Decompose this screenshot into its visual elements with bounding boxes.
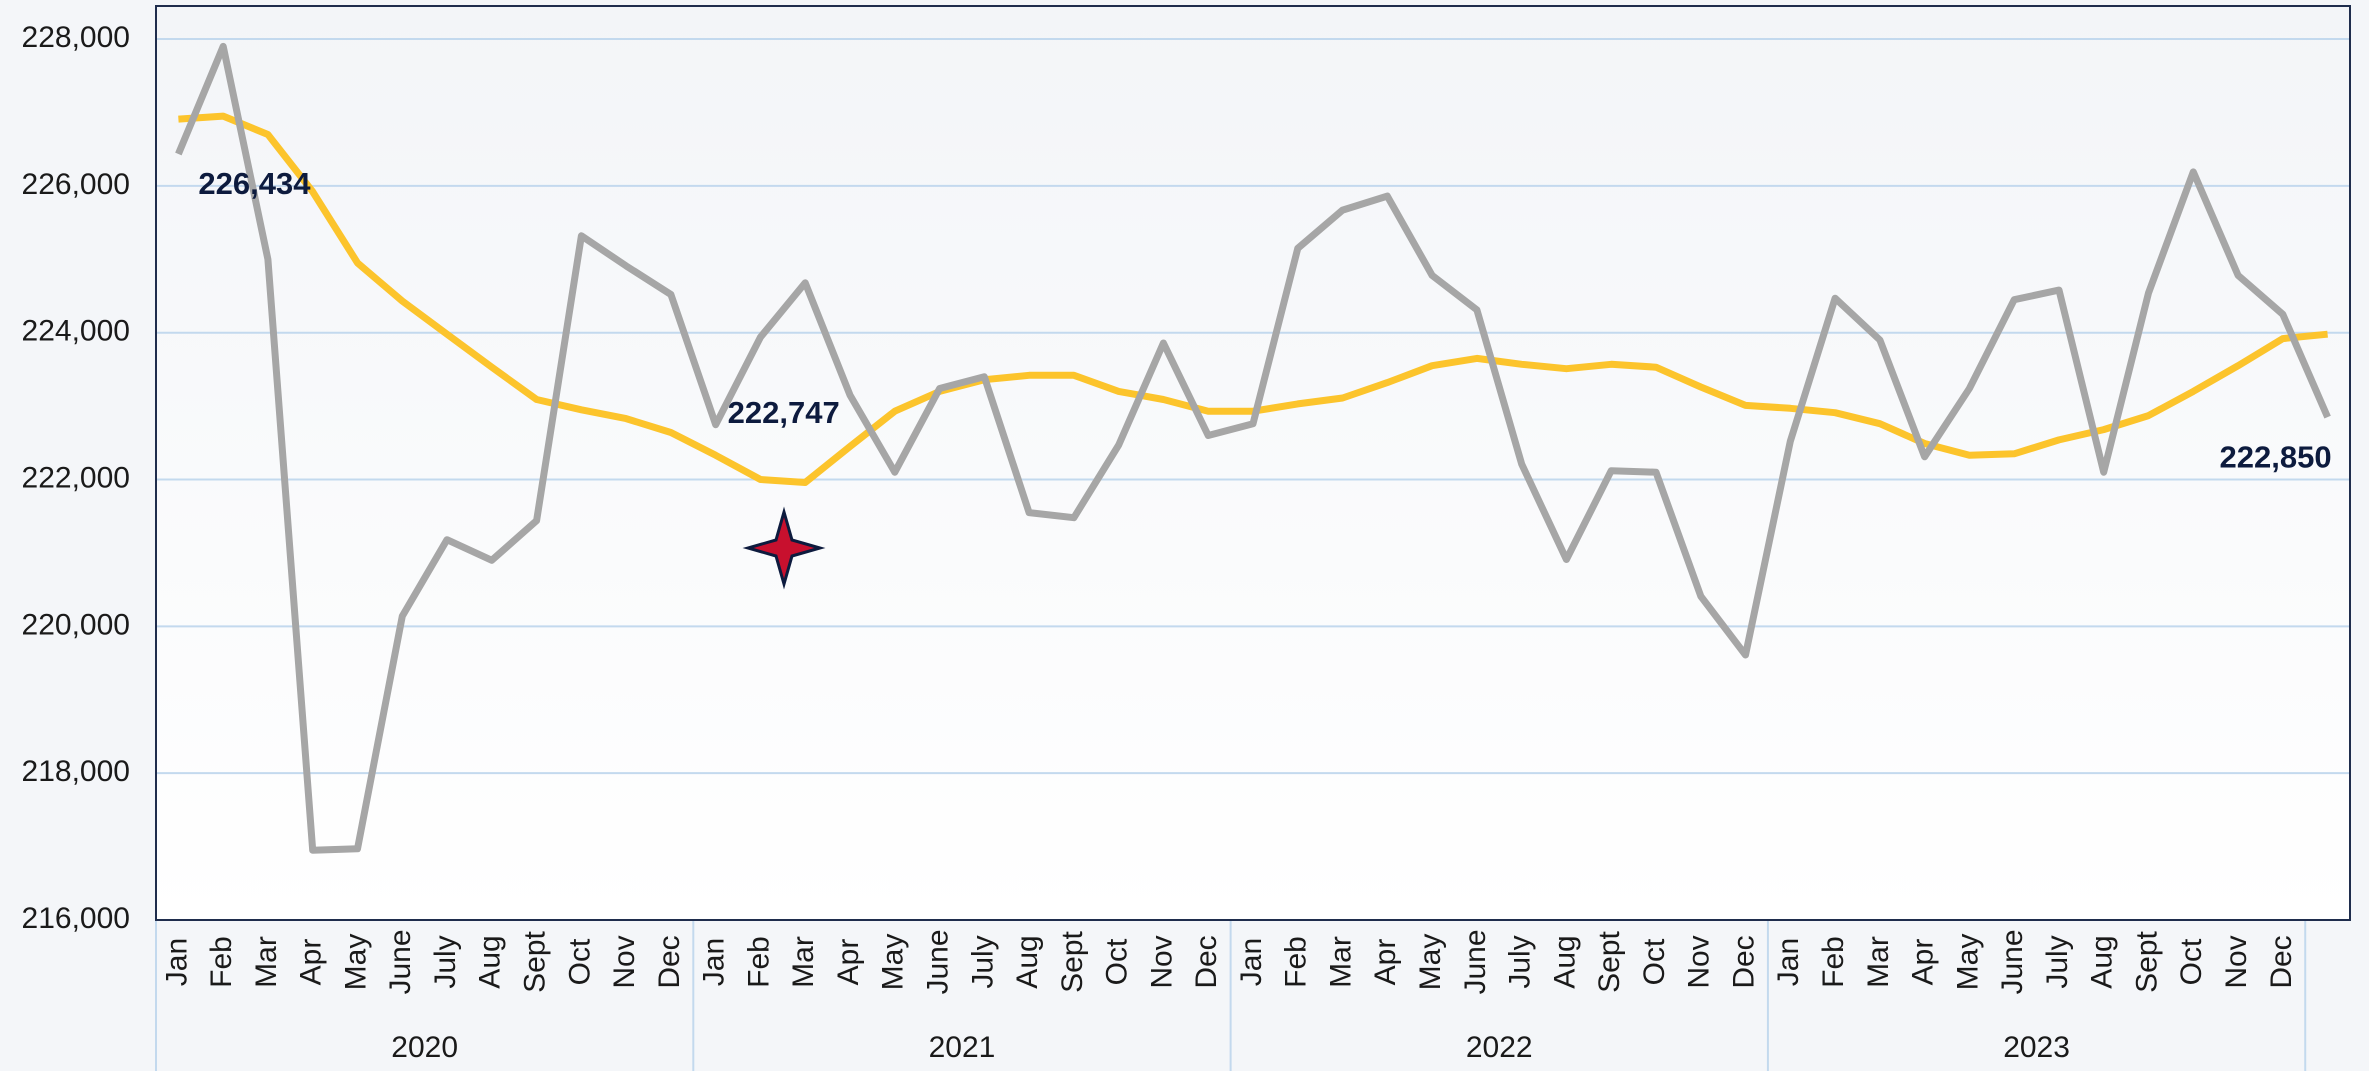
x-tick-label: Sept	[519, 930, 552, 992]
y-tick-label: 222,000	[22, 461, 130, 494]
x-tick-label: Feb	[742, 936, 775, 988]
y-tick-label: 224,000	[22, 315, 130, 348]
series-line	[175, 42, 2331, 854]
star-icon	[742, 506, 826, 590]
x-tick-label: Nov	[1145, 935, 1178, 988]
x-tick-label: May	[1414, 934, 1447, 991]
x-tick-label: May	[1951, 934, 1984, 991]
x-tick-label: Aug	[1011, 935, 1044, 988]
x-tick-label: Sept	[1056, 930, 1089, 992]
x-tick-label: Apr	[832, 939, 865, 986]
y-tick-label: 228,000	[22, 21, 130, 54]
x-tick-label: Aug	[1548, 935, 1581, 988]
x-tick-label: Jan	[160, 938, 193, 986]
x-tick-label: July	[2041, 935, 2074, 988]
x-tick-label: June	[1459, 929, 1492, 994]
value-label: 222,850	[2220, 439, 2332, 474]
x-tick-label: Mar	[1862, 936, 1895, 988]
x-tick-label: Oct	[563, 938, 596, 985]
x-tick-label: Dec	[2265, 935, 2298, 988]
x-tick-label: Oct	[1101, 938, 1134, 985]
x-tick-label: Mar	[787, 936, 820, 988]
x-tick-label: June	[921, 929, 954, 994]
x-tick-label: June	[384, 929, 417, 994]
x-tick-label: July	[429, 935, 462, 988]
x-tick-label: Dec	[653, 935, 686, 988]
x-tick-label: Dec	[1190, 935, 1223, 988]
value-label: 226,434	[198, 166, 311, 201]
x-tick-label: Jan	[698, 938, 731, 986]
x-tick-label: Oct	[1638, 938, 1671, 985]
y-tick-label: 218,000	[22, 755, 130, 788]
x-tick-label: June	[1996, 929, 2029, 994]
x-tick-label: Mar	[250, 936, 283, 988]
x-tick-label: Mar	[1324, 936, 1357, 988]
x-tick-label: Nov	[608, 935, 641, 988]
x-tick-label: Dec	[1727, 935, 1760, 988]
x-tick-label: Feb	[205, 936, 238, 988]
x-tick-label: Feb	[1817, 936, 1850, 988]
x-tick-label: Aug	[2086, 935, 2119, 988]
x-group-label: 2022	[1466, 1031, 1533, 1064]
x-tick-label: Apr	[295, 939, 328, 986]
x-tick-label: Sept	[1593, 930, 1626, 992]
x-tick-label: May	[877, 934, 910, 991]
plot-border	[155, 5, 2351, 921]
x-tick-label: Feb	[1280, 936, 1313, 988]
x-tick-label: Aug	[474, 935, 507, 988]
x-tick-label: Jan	[1772, 938, 1805, 986]
value-label: 222,747	[728, 395, 840, 430]
x-tick-label: Oct	[2175, 938, 2208, 985]
x-group-label: 2023	[2003, 1031, 2070, 1064]
x-group-label: 2021	[929, 1031, 996, 1064]
y-tick-label: 216,000	[22, 902, 130, 935]
x-tick-label: Nov	[1683, 935, 1716, 988]
x-tick-label: Nov	[2220, 935, 2253, 988]
x-tick-label: Apr	[1369, 939, 1402, 986]
x-tick-label: July	[1504, 935, 1537, 988]
x-tick-label: Sept	[2130, 930, 2163, 992]
plot-area	[156, 6, 2350, 920]
x-group-label: 2020	[391, 1031, 458, 1064]
x-tick-label: Jan	[1235, 938, 1268, 986]
x-tick-label: May	[339, 934, 372, 991]
x-tick-label: July	[966, 935, 999, 988]
chart-layer: 216,000 218,000 220,000 222,000 224,000 226,0…	[22, 21, 2350, 1071]
x-tick-label: Apr	[1907, 939, 1940, 986]
y-tick-label: 220,000	[22, 608, 130, 641]
y-tick-label: 226,000	[22, 168, 130, 201]
